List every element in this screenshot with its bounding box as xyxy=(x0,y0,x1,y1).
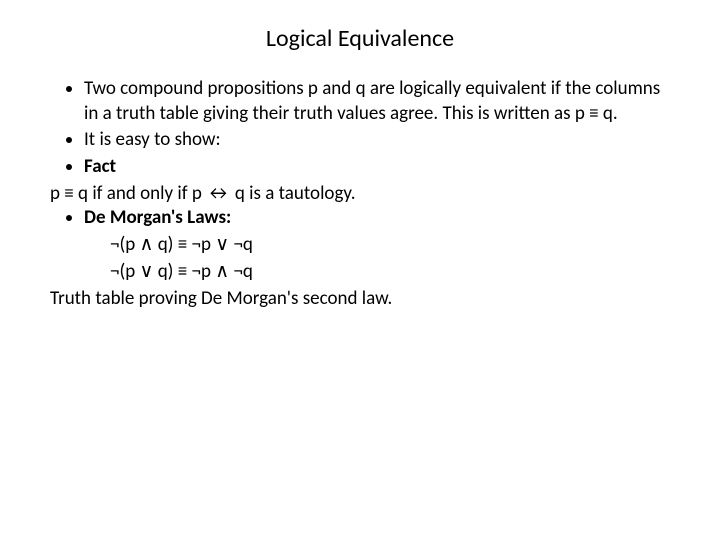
slide-body: Two compound propositions p and q are lo… xyxy=(50,77,670,311)
bullet-list-2: De Morgan's Laws: xyxy=(50,206,670,231)
slide-title: Logical Equivalence xyxy=(50,24,670,53)
demorgan-law-2: ¬(p ∨ q) ≡ ¬p ∧ ¬q xyxy=(50,260,670,285)
truth-table-line: Truth table proving De Morgan's second l… xyxy=(50,287,670,312)
tautology-line: p ≡ q if and only if p ↔ q is a tautolog… xyxy=(50,182,670,207)
bullet-fact: Fact xyxy=(84,155,670,180)
bullet-list: Two compound propositions p and q are lo… xyxy=(50,77,670,180)
bullet-demorgan: De Morgan's Laws: xyxy=(84,206,670,231)
bullet-easy-to-show: It is easy to show: xyxy=(84,128,670,153)
demorgan-law-1: ¬(p ∧ q) ≡ ¬p ∨ ¬q xyxy=(50,233,670,258)
bullet-definition: Two compound propositions p and q are lo… xyxy=(84,77,670,126)
slide: Logical Equivalence Two compound proposi… xyxy=(0,0,720,331)
